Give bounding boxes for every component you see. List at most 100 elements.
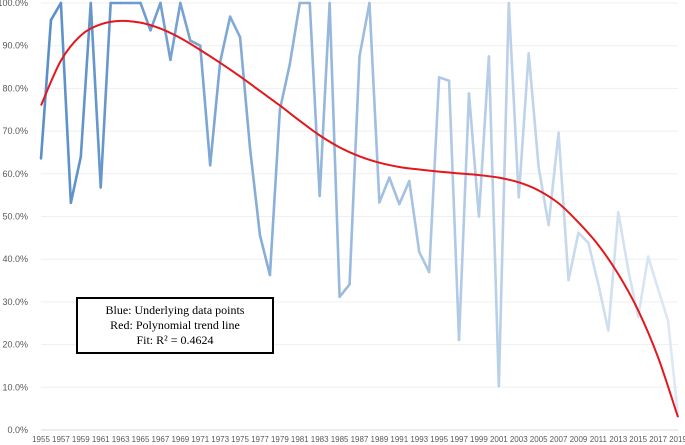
data-segment [378, 176, 391, 204]
x-tick-label: 2011 [590, 435, 608, 444]
x-tick-label: 1981 [291, 435, 309, 444]
y-tick-label: 30.0% [2, 297, 28, 307]
data-segment [567, 231, 580, 282]
x-tick-label: 1975 [231, 435, 249, 444]
x-tick-label: 1977 [251, 435, 269, 444]
y-tick-label: 0.0% [7, 425, 28, 435]
x-tick-label: 1999 [470, 435, 488, 444]
data-segment [328, 1, 341, 299]
x-tick-label: 1961 [92, 435, 110, 444]
data-segment [417, 250, 431, 274]
x-tick-label: 1985 [331, 435, 349, 444]
y-tick-label: 40.0% [2, 254, 28, 264]
x-tick-label: 2001 [490, 435, 508, 444]
data-segment [238, 35, 252, 150]
data-segment [318, 1, 331, 198]
data-segment [79, 1, 93, 159]
x-tick-label: 1969 [171, 435, 189, 444]
data-segment [139, 1, 152, 32]
x-tick-label: 2009 [570, 435, 588, 444]
y-tick-label: 10.0% [2, 382, 28, 392]
data-segment [99, 1, 112, 189]
x-axis-ticks: 1955 1957 1959 1961 1963 1965 1967 1969 1971 1973… [32, 435, 685, 444]
x-tick-label: 1955 [32, 435, 50, 444]
legend-line-fit: Fit: R² = 0.4624 [136, 333, 214, 347]
x-tick-label: 2005 [530, 435, 548, 444]
x-tick-label: 1991 [390, 435, 408, 444]
x-tick-label: 1997 [450, 435, 468, 444]
trend-line [40, 19, 679, 418]
data-segment [656, 287, 670, 322]
x-tick-label: 1971 [191, 435, 209, 444]
data-segment [666, 319, 680, 418]
data-segment [268, 108, 282, 277]
x-tick-label: 1965 [132, 435, 150, 444]
data-segment [218, 15, 232, 64]
x-tick-label: 1957 [52, 435, 70, 444]
data-segment [447, 79, 461, 342]
y-tick-label: 20.0% [2, 340, 28, 350]
data-segment [69, 155, 83, 205]
x-tick-label: 2015 [629, 435, 647, 444]
data-series [39, 1, 680, 418]
data-segment [517, 52, 531, 199]
data-segment [179, 1, 192, 42]
y-axis-ticks: 0.0% 10.0% 20.0% 30.0% 40.0% 50.0% 60.0% 70.0% 8… [0, 0, 28, 435]
data-segment [477, 55, 491, 218]
data-segment [636, 255, 650, 319]
data-segment [597, 283, 610, 332]
y-tick-label: 70.0% [2, 126, 28, 136]
data-segment [616, 210, 630, 272]
data-segment [288, 1, 302, 66]
data-segment [398, 179, 411, 206]
x-tick-label: 1993 [410, 435, 428, 444]
data-segment [646, 255, 660, 291]
data-segment [487, 55, 501, 388]
data-segment [258, 233, 272, 277]
data-segment [59, 1, 73, 205]
x-tick-label: 2013 [609, 435, 627, 444]
data-segment [547, 131, 560, 227]
data-segment [388, 176, 401, 206]
data-segment [457, 92, 471, 342]
data-segment [338, 283, 351, 299]
data-segment [228, 15, 242, 39]
x-tick-label: 2019 [669, 435, 685, 444]
data-segment [208, 60, 222, 167]
x-tick-label: 1979 [271, 435, 289, 444]
x-tick-label: 1989 [371, 435, 389, 444]
data-segment [467, 92, 481, 218]
data-segment [169, 1, 182, 62]
data-segment [308, 1, 321, 198]
data-segment [427, 75, 441, 274]
x-tick-label: 2017 [649, 435, 667, 444]
data-segment [358, 1, 371, 58]
x-tick-label: 1959 [72, 435, 90, 444]
data-segment [39, 18, 53, 160]
data-segment [89, 1, 103, 189]
data-segment [188, 39, 202, 48]
x-tick-label: 1995 [430, 435, 448, 444]
data-segment [537, 166, 550, 227]
y-tick-label: 60.0% [2, 169, 28, 179]
legend-line-data: Blue: Underlying data points [105, 303, 245, 317]
y-tick-label: 50.0% [2, 212, 28, 222]
x-tick-label: 2003 [510, 435, 528, 444]
x-tick-label: 1967 [152, 435, 170, 444]
data-segment [607, 210, 620, 332]
data-segment [497, 1, 511, 388]
data-segment [507, 1, 521, 199]
legend-box: Blue: Underlying data points Red: Polyno… [76, 297, 274, 354]
data-segment [527, 52, 540, 169]
y-tick-label: 80.0% [2, 83, 28, 93]
x-tick-label: 1983 [311, 435, 329, 444]
x-tick-label: 1973 [211, 435, 229, 444]
x-tick-label: 1987 [351, 435, 369, 444]
data-segment [49, 1, 63, 22]
x-tick-label: 1963 [112, 435, 130, 444]
data-segment [407, 179, 421, 254]
legend-line-trend: Red: Polynomial trend line [110, 318, 240, 332]
data-segment [368, 1, 381, 204]
data-segment [437, 75, 451, 83]
